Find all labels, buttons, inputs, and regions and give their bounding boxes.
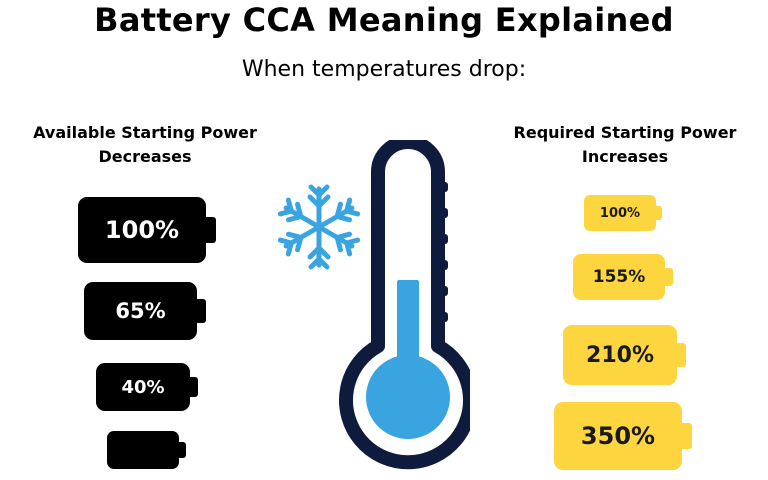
battery-terminal — [656, 206, 662, 220]
battery-body: 65% — [84, 282, 197, 340]
battery-label: 155% — [592, 267, 646, 287]
battery-body: 100% — [78, 197, 206, 263]
battery-body: 210% — [563, 325, 677, 385]
battery-label: 210% — [586, 342, 654, 368]
battery-label: 40% — [121, 376, 165, 398]
battery-terminal — [197, 299, 206, 323]
battery-body: 40% — [96, 363, 190, 411]
battery-body: 155% — [573, 254, 665, 300]
page-title: Battery CCA Meaning Explained — [94, 1, 674, 39]
required-heading-line2: Increases — [581, 147, 669, 166]
battery-label: 350% — [580, 422, 656, 450]
battery-terminal — [179, 442, 186, 458]
snowflake-icon — [275, 184, 363, 271]
battery-body: 350% — [554, 402, 682, 470]
page-subtitle: When temperatures drop: — [241, 57, 527, 82]
battery-terminal — [190, 377, 198, 397]
available-power-heading: Available Starting Power Decreases — [0, 121, 290, 169]
battery-terminal — [677, 343, 686, 367]
available-heading-line2: Decreases — [98, 147, 192, 166]
battery-terminal — [682, 423, 692, 449]
battery-terminal — [665, 268, 673, 286]
required-heading-line1: Required Starting Power — [513, 123, 737, 142]
battery-terminal — [206, 217, 216, 243]
battery-body — [107, 431, 179, 469]
thermometer-icon — [339, 140, 470, 470]
battery-label: 100% — [599, 205, 641, 221]
battery-label: 65% — [115, 299, 166, 323]
battery-label: 100% — [104, 216, 180, 244]
available-heading-line1: Available Starting Power — [33, 123, 257, 142]
battery-body: 100% — [584, 195, 656, 231]
required-power-heading: Required Starting Power Increases — [480, 121, 768, 169]
